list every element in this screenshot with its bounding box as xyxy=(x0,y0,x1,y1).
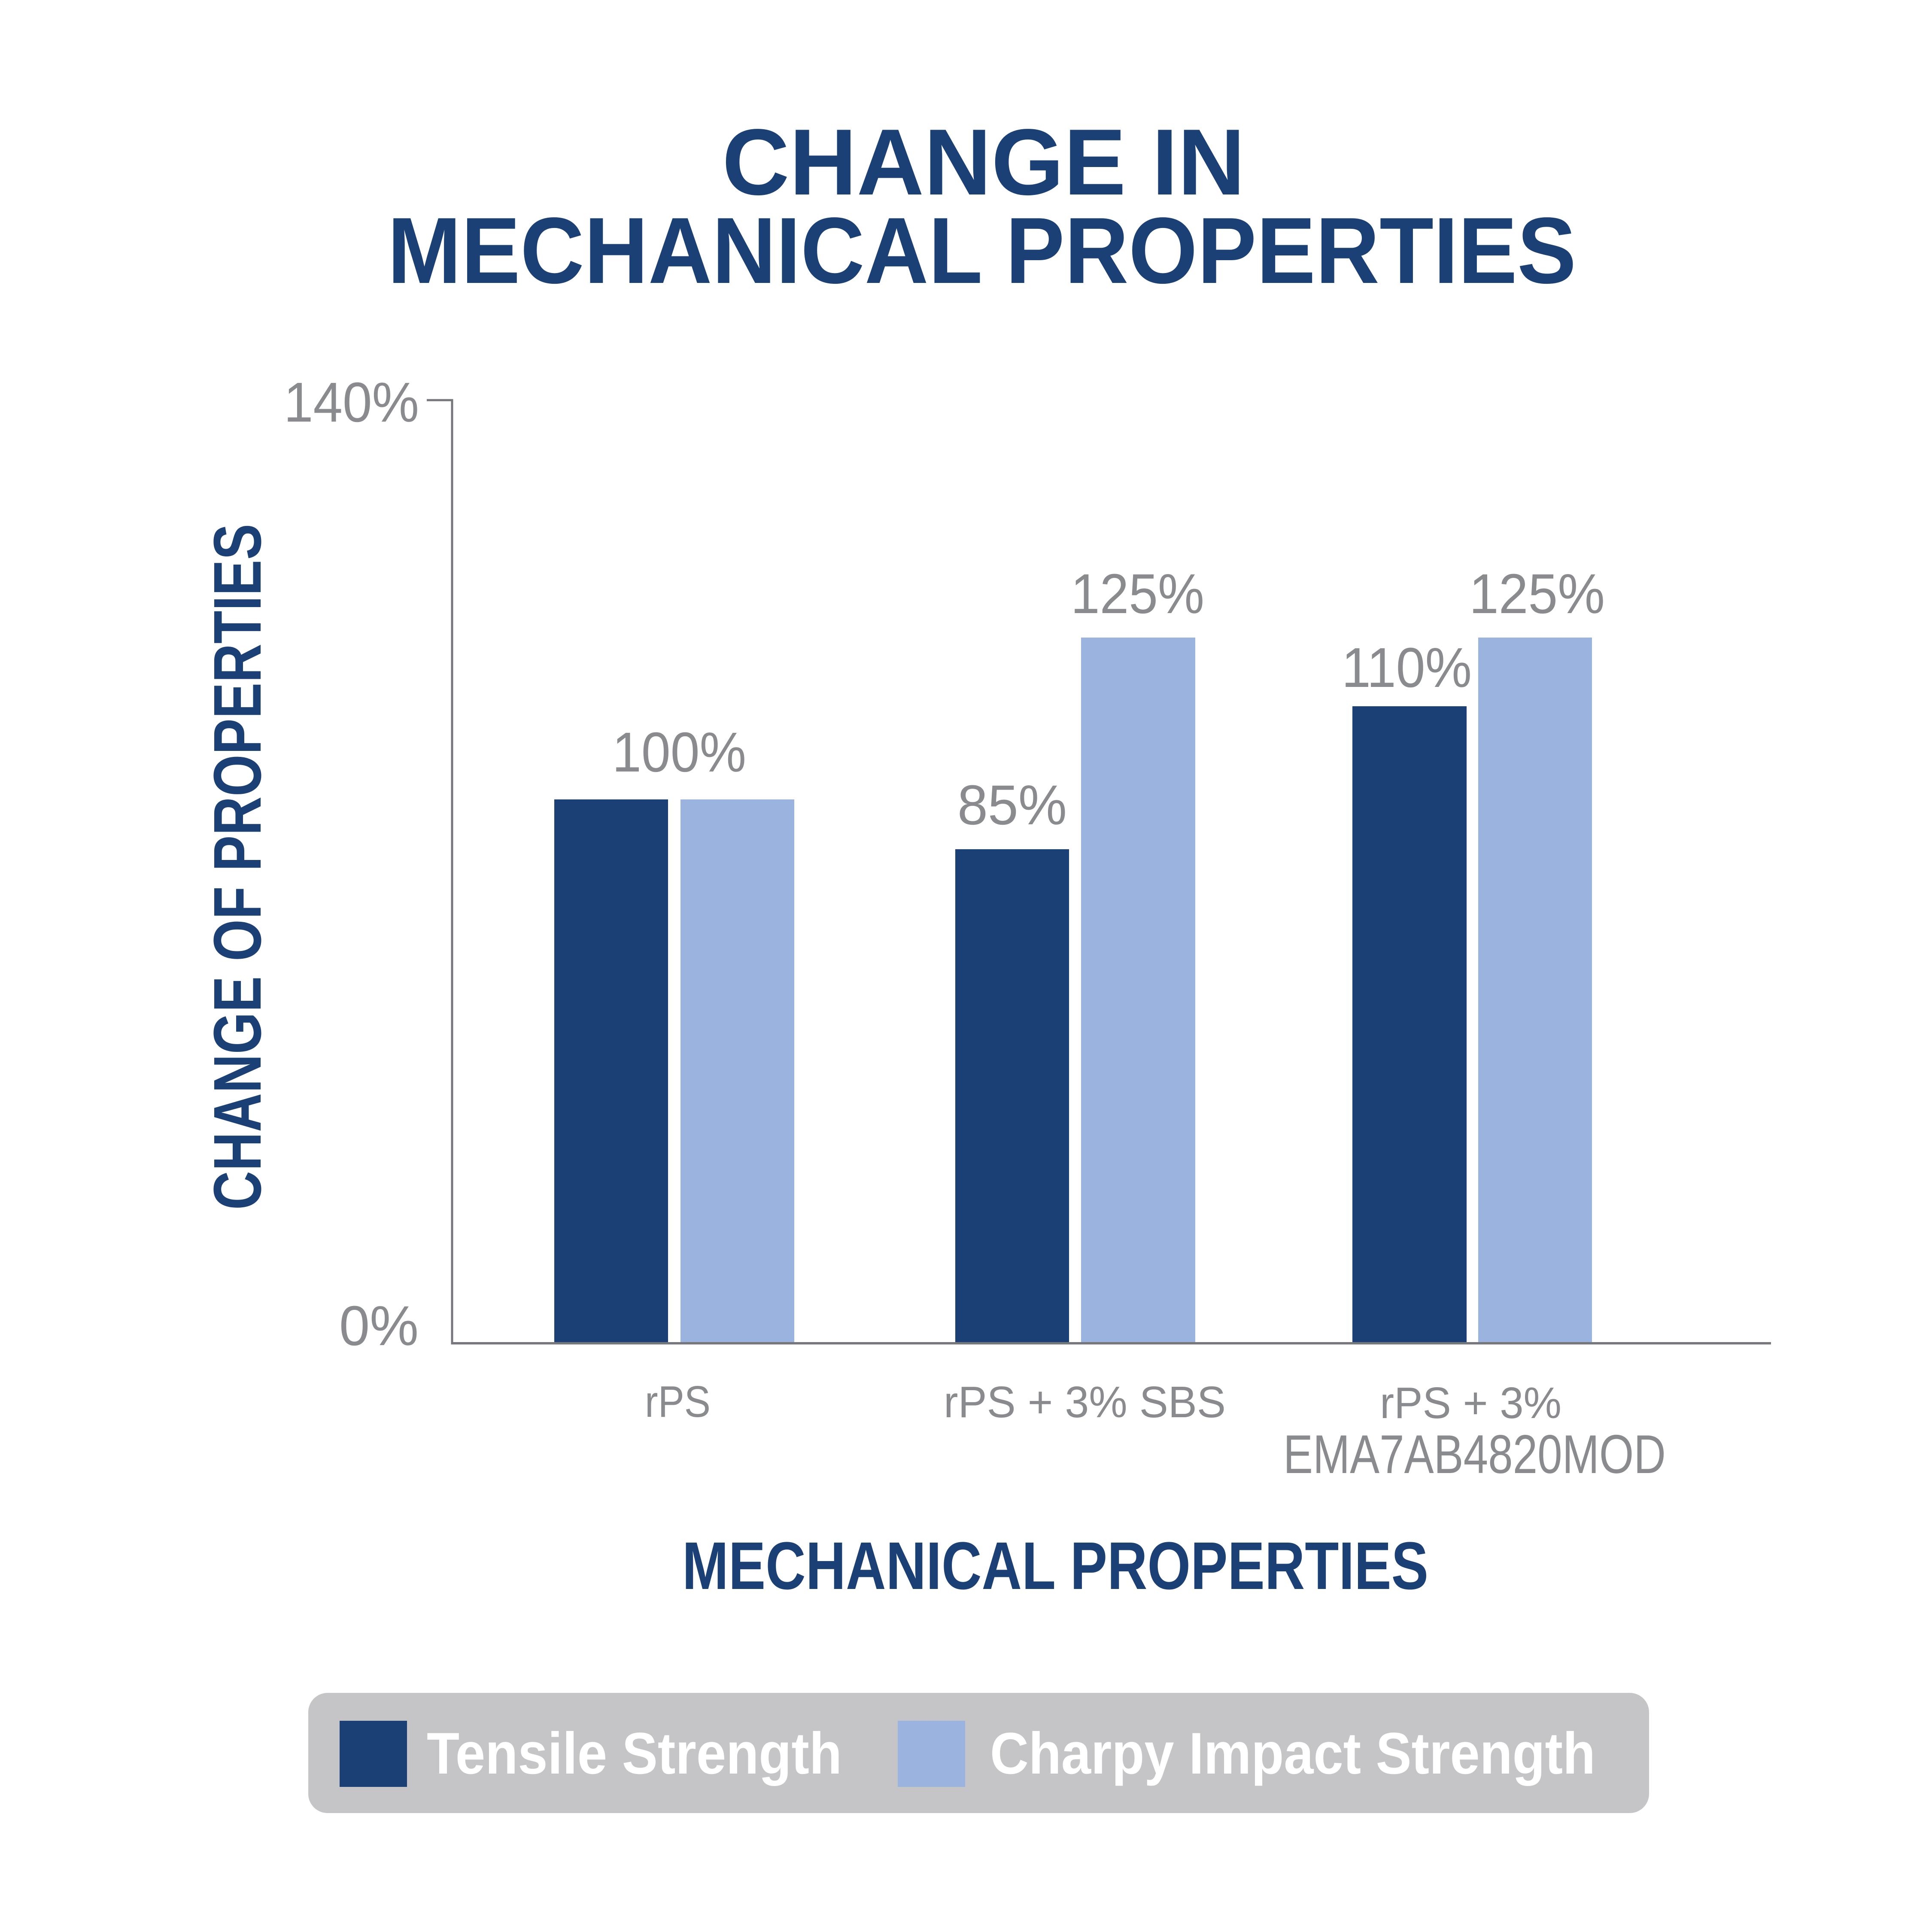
svg-text:rPS: rPS xyxy=(645,1377,711,1426)
svg-text:100%: 100% xyxy=(612,720,746,784)
svg-text:125%: 125% xyxy=(1469,562,1605,625)
svg-text:EMA7AB4820MOD: EMA7AB4820MOD xyxy=(1283,1424,1666,1485)
svg-text:rPS + 3% SBS: rPS + 3% SBS xyxy=(944,1377,1226,1427)
svg-text:MECHANICAL PROPERTIES: MECHANICAL PROPERTIES xyxy=(682,1528,1428,1604)
svg-text:125%: 125% xyxy=(1071,562,1204,625)
svg-text:140%: 140% xyxy=(284,371,419,434)
svg-text:CHANGE IN: CHANGE IN xyxy=(722,110,1245,215)
svg-text:rPS + 3%: rPS + 3% xyxy=(1380,1378,1561,1428)
svg-text:Tensile Strength: Tensile Strength xyxy=(427,1721,842,1786)
svg-text:0%: 0% xyxy=(339,1294,419,1357)
svg-text:110%: 110% xyxy=(1342,636,1472,699)
svg-text:CHANGE OF PROPERTIES: CHANGE OF PROPERTIES xyxy=(200,524,275,1210)
svg-text:MECHANICAL PROPERTIES: MECHANICAL PROPERTIES xyxy=(388,198,1577,303)
svg-text:Charpy Impact Strength: Charpy Impact Strength xyxy=(990,1721,1595,1786)
svg-text:85%: 85% xyxy=(957,773,1067,836)
